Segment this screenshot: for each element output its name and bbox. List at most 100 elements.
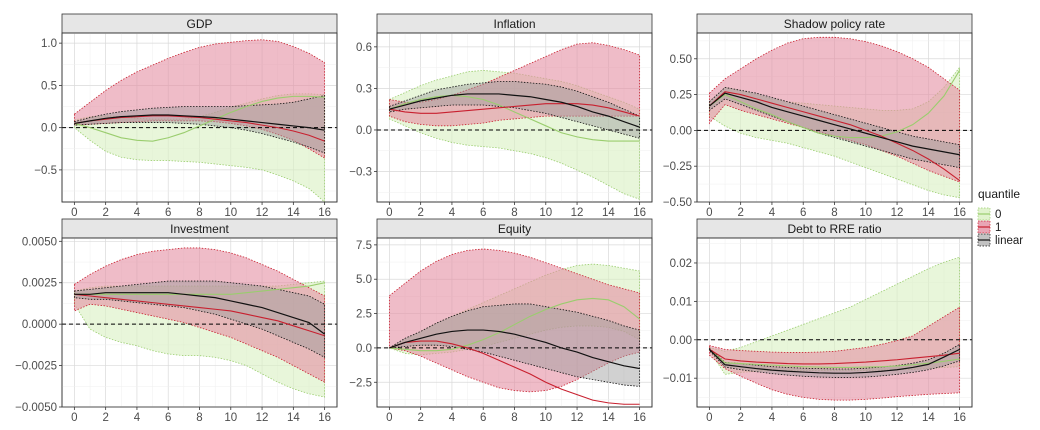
panel-0: GDP −0.5 0.0 0.5 1.0 0 2 4 6 8 10 12 14 16: [34, 13, 338, 219]
x-tick-label: 0: [706, 207, 712, 219]
y-tick-label: 7.5: [356, 240, 372, 252]
panel-title: Debt to RRE ratio: [787, 222, 881, 236]
x-tick-label: 0: [706, 412, 712, 424]
x-tick-label: 6: [800, 207, 806, 219]
line-linear: [708, 348, 960, 374]
x-tick-label: 8: [196, 207, 202, 219]
x-tick-label: 12: [571, 412, 584, 424]
x-tick-label: 10: [224, 207, 237, 219]
y-tick-label: −0.0025: [15, 361, 57, 373]
x-tick-label: 2: [737, 412, 743, 424]
x-tick-label: 6: [165, 412, 171, 424]
line-linear: [389, 329, 640, 370]
legend-label-q1: 1: [995, 222, 1001, 234]
x-tick-label: 16: [633, 412, 646, 424]
x-tick-label: 10: [859, 207, 872, 219]
x-tick-label: 16: [953, 207, 966, 219]
x-tick-label: 14: [287, 412, 300, 424]
line-q0: [709, 348, 960, 368]
y-tick-label: 0.0000: [22, 319, 57, 331]
x-tick-label: 12: [571, 207, 584, 219]
x-tick-label: 4: [449, 412, 456, 424]
plot-area: [697, 256, 972, 401]
ribbon-q1: [708, 36, 961, 183]
x-tick-label: 10: [859, 412, 872, 424]
y-tick-label: 0.50: [670, 54, 692, 66]
y-tick-label: 0.01: [670, 296, 692, 308]
line-linear: [74, 114, 325, 131]
panel-title: GDP: [186, 17, 212, 31]
x-tick-label: 8: [511, 207, 517, 219]
x-tick-label: 14: [602, 412, 615, 424]
panel-4: Equity −2.5 0.0 2.5 5.0 7.5 0 2 4 6 8 10 12 14 16: [349, 218, 653, 424]
x-tick-label: 16: [318, 207, 331, 219]
y-tick-label: −0.01: [663, 373, 692, 385]
y-tick-label: −0.0050: [15, 402, 57, 414]
ribbon-q1: [73, 247, 326, 383]
line-q0: [74, 95, 325, 142]
x-tick-label: 12: [256, 412, 269, 424]
x-tick-label: 0: [71, 412, 77, 424]
plot-area: [377, 42, 652, 200]
x-tick-label: 6: [165, 207, 171, 219]
x-tick-label: 4: [449, 207, 456, 219]
y-tick-label: 0.6: [356, 42, 372, 54]
line-q0: [389, 297, 640, 352]
y-tick-label: 0.0050: [22, 236, 57, 248]
ribbon-q1: [73, 39, 326, 159]
x-tick-label: 4: [134, 207, 141, 219]
x-tick-label: 2: [417, 412, 423, 424]
x-tick-label: 0: [386, 412, 392, 424]
panel-2: Shadow policy rate −0.50 −0.25 0.00 0.25 0.50…: [663, 13, 973, 219]
line-q0: [709, 69, 961, 139]
panel-title: Shadow policy rate: [784, 17, 886, 31]
y-tick-label: 0.5: [41, 80, 57, 92]
y-tick-label: 0.0025: [22, 278, 57, 290]
x-tick-label: 8: [511, 412, 517, 424]
x-tick-label: 16: [633, 207, 646, 219]
x-tick-label: 6: [480, 207, 486, 219]
line-q1: [74, 115, 325, 142]
legend-label-q0: 0: [995, 209, 1001, 221]
x-tick-label: 12: [891, 207, 904, 219]
x-tick-label: 12: [256, 207, 269, 219]
y-tick-label: 0.00: [670, 125, 692, 137]
x-tick-label: 14: [602, 207, 615, 219]
line-q1: [389, 103, 640, 117]
ribbon-q1: [708, 306, 961, 401]
x-tick-label: 4: [769, 207, 776, 219]
y-tick-label: 1.0: [41, 38, 57, 50]
plot-area: [377, 248, 652, 405]
ribbon-linear: [73, 280, 326, 358]
ribbon-linear: [73, 95, 326, 154]
x-tick-label: 4: [134, 412, 141, 424]
x-tick-label: 8: [831, 412, 837, 424]
y-tick-label: 0.02: [670, 258, 692, 270]
y-tick-label: 0.3: [356, 83, 372, 95]
line-q0: [74, 282, 325, 295]
y-tick-label: 5.0: [356, 274, 372, 286]
legend-title: quantile: [978, 187, 1020, 201]
y-tick-label: 0.0: [41, 123, 57, 135]
line-q1: [74, 293, 325, 337]
panel-5: Debt to RRE ratio −0.01 0.00 0.01 0.02 0 2 4 6 8 1…: [663, 218, 973, 424]
x-tick-label: 16: [318, 412, 331, 424]
plot-area: [62, 247, 337, 398]
x-tick-label: 10: [539, 207, 552, 219]
x-tick-label: 0: [386, 207, 392, 219]
panel-title: Inflation: [493, 17, 535, 31]
x-tick-label: 14: [922, 207, 935, 219]
x-tick-label: 10: [224, 412, 237, 424]
panel-title: Equity: [498, 222, 531, 236]
y-tick-label: −2.5: [349, 377, 372, 389]
y-tick-label: −0.5: [34, 165, 57, 177]
y-tick-label: 0.00: [670, 335, 692, 347]
x-tick-label: 2: [417, 207, 423, 219]
line-linear: [389, 93, 640, 128]
line-q1: [709, 91, 960, 181]
x-tick-label: 16: [953, 412, 966, 424]
x-tick-label: 8: [831, 207, 837, 219]
